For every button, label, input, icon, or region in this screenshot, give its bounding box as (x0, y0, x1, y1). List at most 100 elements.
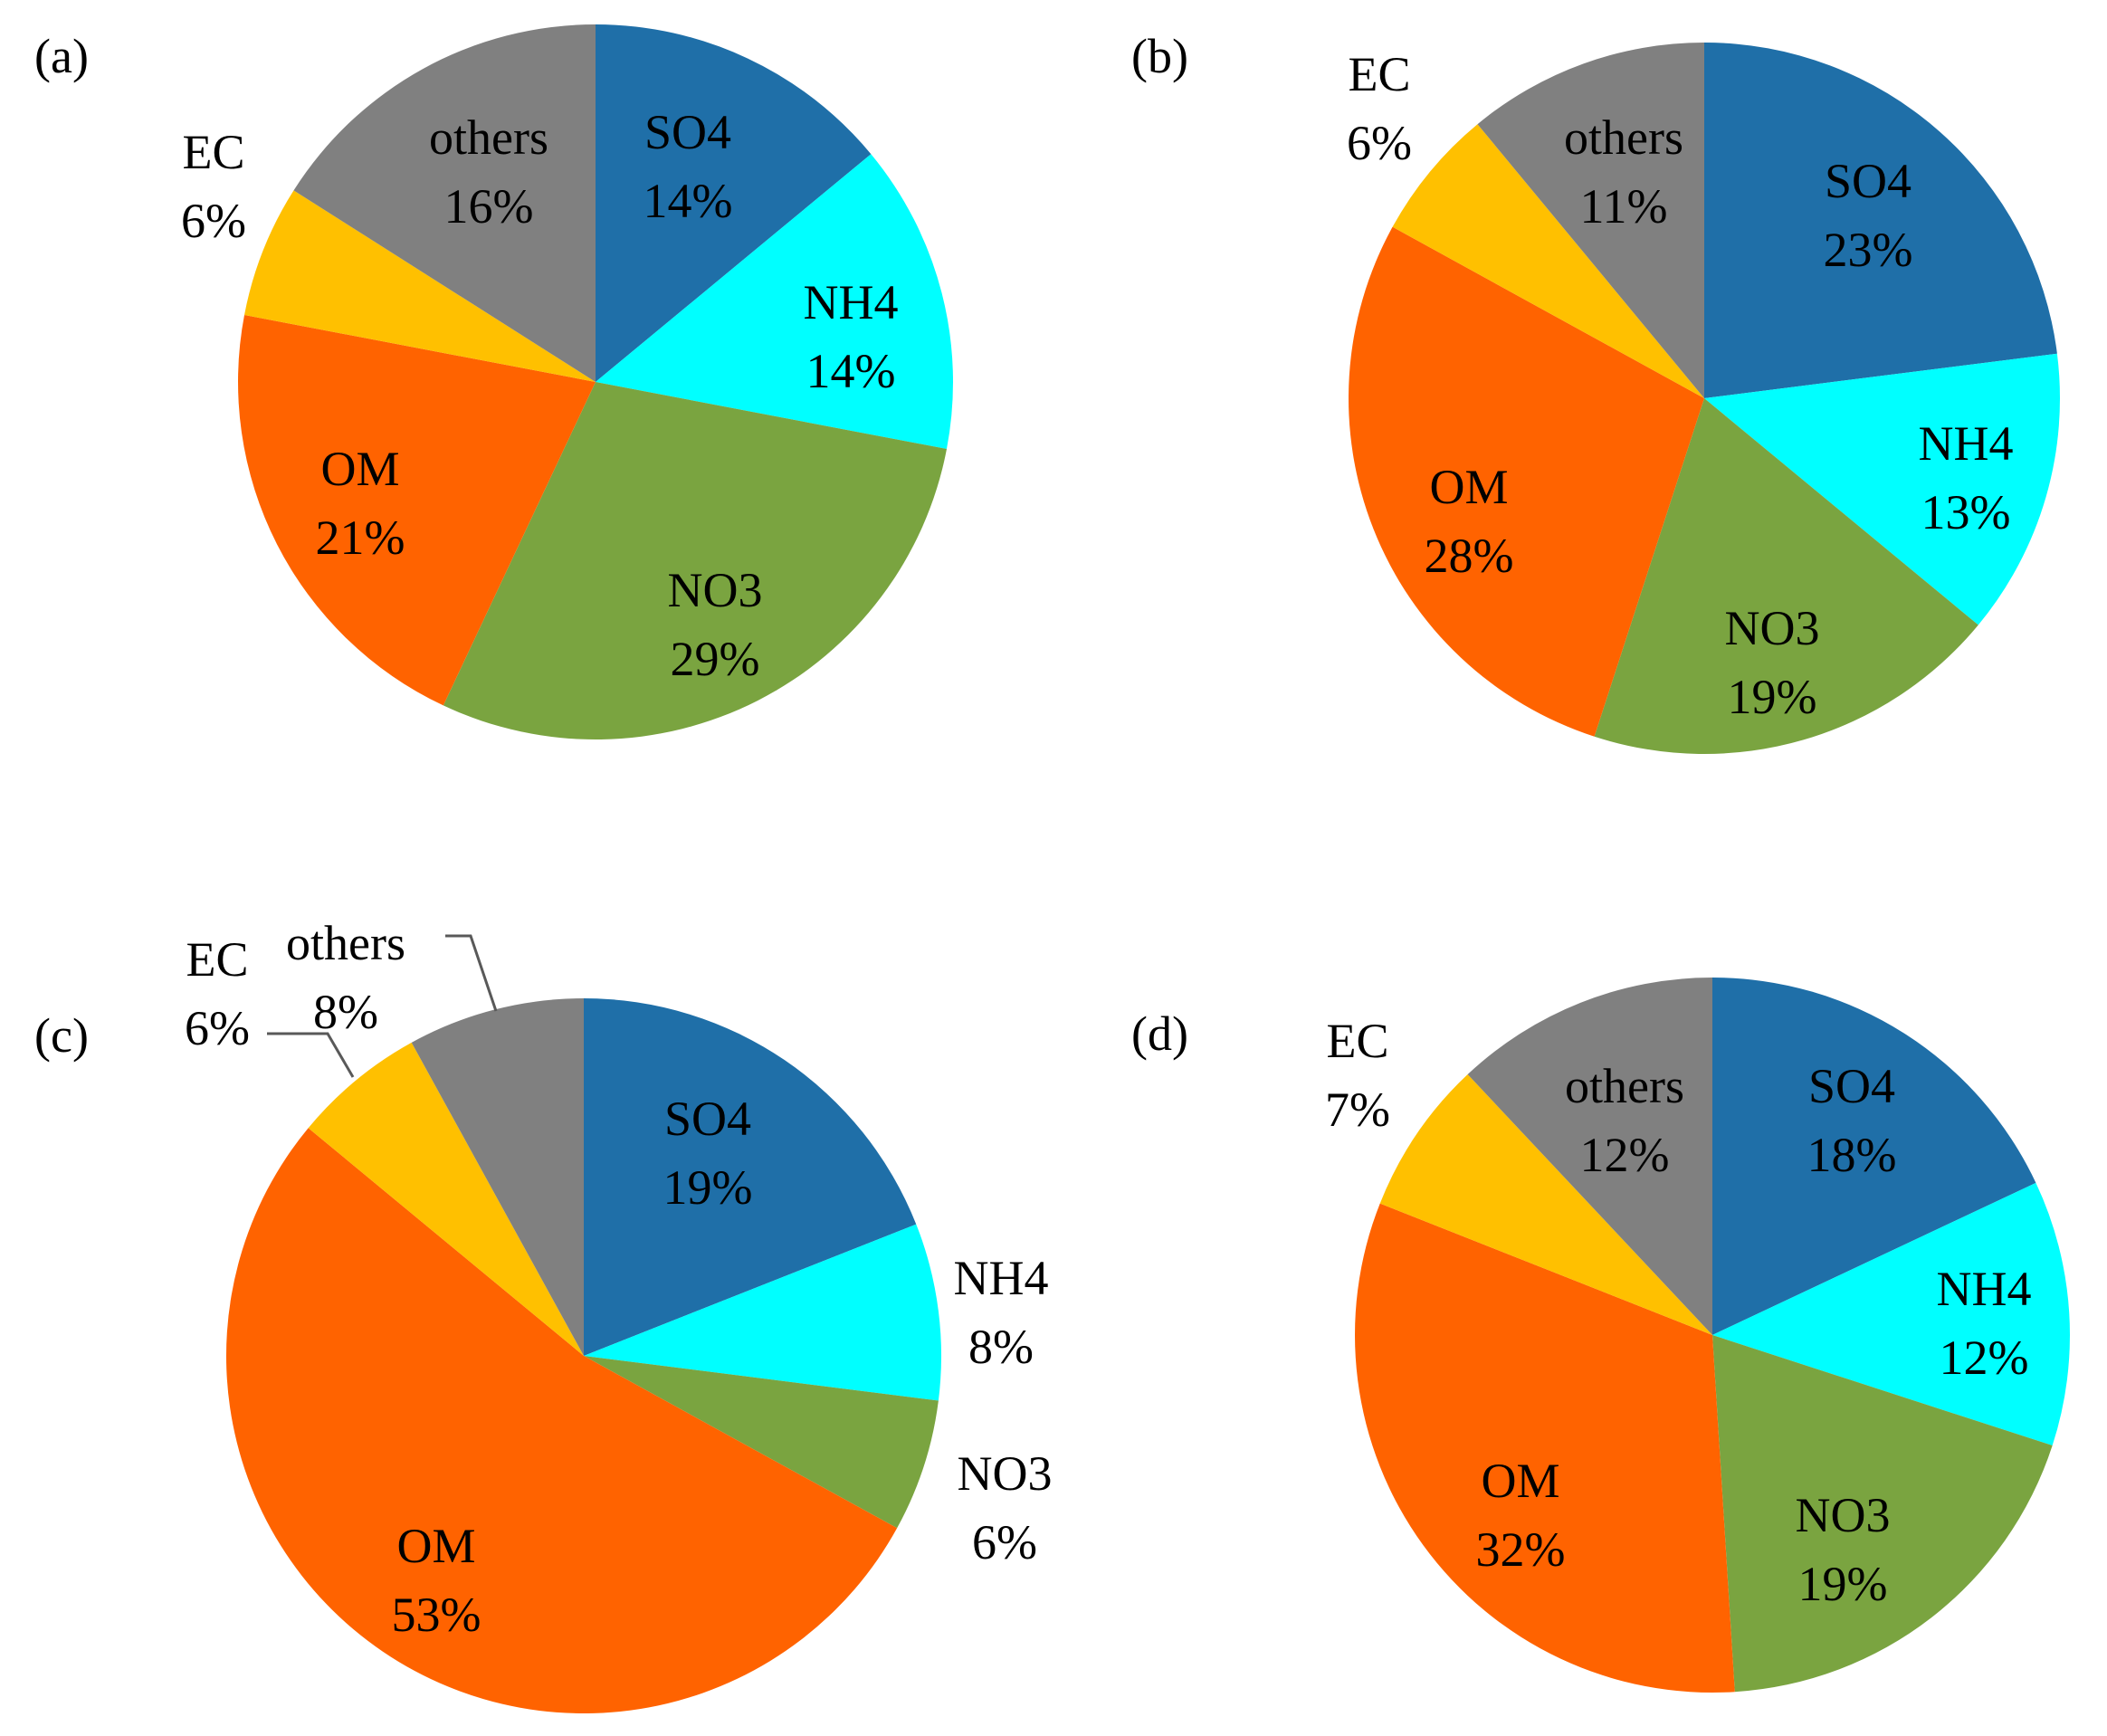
slice-label-value: 11% (1580, 179, 1668, 234)
slice-label-value: 18% (1807, 1128, 1897, 1182)
slice-om (1355, 1203, 1735, 1693)
slice-label-name: EC (1348, 47, 1410, 101)
slice-label-no3: NO3 19% (1725, 601, 1820, 724)
slice-label-name: NO3 (958, 1446, 1053, 1501)
slice-om (238, 314, 596, 706)
slice-label-name: SO4 (1808, 1059, 1895, 1113)
slice-label-so4: SO4 14% (644, 105, 733, 228)
slice-label-value: 19% (1728, 670, 1817, 724)
slice-label-ec: EC 6% (181, 125, 246, 248)
slice-label-name: NH4 (1919, 416, 2014, 471)
slice-no3 (1712, 1335, 2053, 1693)
slice-label-om: OM 32% (1476, 1454, 1566, 1577)
slice-label-name: OM (320, 442, 399, 496)
slice-label-name: SO4 (1825, 154, 1912, 208)
slice-label-so4: SO4 23% (1824, 154, 1913, 277)
pie-panel-c: (c)SO4 19%NH4 8%NO3 6%OM 53%EC 6%others 8% (34, 916, 1053, 1714)
slice-label-value: 8% (313, 985, 378, 1039)
slice-label-value: 32% (1476, 1522, 1566, 1577)
slice-label-ec: EC 7% (1325, 1014, 1390, 1137)
slice-label-name: NH4 (954, 1251, 1049, 1305)
slice-label-value: 13% (1921, 485, 2011, 539)
pie-panel-a: (a)SO4 14%NH4 14%NO3 29%OM 21%EC 6%others 16% (34, 24, 953, 740)
slice-label-value: 19% (663, 1160, 753, 1215)
slice-label-name: others (1564, 110, 1683, 165)
slice-label-name: NH4 (1937, 1262, 2032, 1316)
panel-label: (c) (34, 1008, 89, 1063)
slice-ec (1379, 1074, 1712, 1335)
slice-label-value: 12% (1940, 1331, 2029, 1385)
slice-label-name: OM (1481, 1454, 1559, 1508)
slice-label-name: SO4 (644, 105, 731, 159)
slice-others (411, 998, 584, 1356)
slice-label-so4: SO4 19% (663, 1092, 753, 1215)
slice-others (1477, 43, 1704, 398)
slice-label-value: 6% (1347, 116, 1412, 170)
slice-label-ec: EC 6% (185, 932, 250, 1055)
slice-label-name: others (1565, 1059, 1684, 1113)
slice-label-name: EC (186, 932, 248, 987)
slice-label-name: NO3 (1725, 601, 1820, 655)
slice-label-om: OM 28% (1425, 460, 1514, 583)
slice-label-name: EC (182, 125, 244, 179)
slice-label-value: 7% (1325, 1083, 1390, 1137)
slice-om (225, 1128, 898, 1714)
slice-label-value: 6% (185, 1001, 250, 1055)
slice-label-others: others 8% (286, 916, 405, 1039)
slice-label-value: 53% (392, 1588, 481, 1642)
slice-label-no3: NO3 19% (1796, 1488, 1891, 1611)
slice-label-value: 19% (1798, 1557, 1888, 1611)
slice-so4 (596, 24, 872, 382)
slice-others (293, 24, 596, 382)
slice-label-value: 29% (671, 632, 760, 686)
slice-label-value: 14% (806, 344, 896, 398)
slice-label-ec: EC 6% (1347, 47, 1412, 170)
slice-label-value: 14% (644, 174, 733, 228)
panel-label: (d) (1131, 1006, 1188, 1061)
slice-label-nh4: NH4 14% (804, 275, 899, 398)
slice-no3 (1594, 398, 1978, 755)
slice-label-others: others 11% (1564, 110, 1683, 234)
slice-label-name: NH4 (804, 275, 899, 329)
slice-no3 (443, 382, 947, 740)
pie-panel-d: (d)SO4 18%NH4 12%NO3 19%OM 32%EC 7% others 12% (1131, 978, 2071, 1693)
slice-label-om: OM 21% (316, 442, 405, 565)
slice-om (1348, 226, 1704, 737)
slice-so4 (1704, 43, 2057, 398)
slice-label-value: 16% (444, 179, 534, 234)
slice-label-nh4: NH4 8% (954, 1251, 1049, 1374)
slice-label-om: OM 53% (392, 1519, 481, 1642)
slice-ec (1392, 124, 1704, 398)
slice-label-name: OM (396, 1519, 475, 1573)
slice-label-value: 28% (1425, 529, 1514, 583)
slice-label-value: 6% (181, 194, 246, 248)
slice-nh4 (584, 1224, 942, 1401)
slice-label-others: others 16% (429, 110, 548, 234)
slice-label-others: others 12% (1565, 1059, 1684, 1182)
slice-others (1467, 978, 1712, 1335)
slice-so4 (1712, 978, 2036, 1335)
slice-label-name: EC (1326, 1014, 1388, 1068)
slice-label-so4: SO4 18% (1807, 1059, 1897, 1182)
slice-label-value: 6% (972, 1515, 1037, 1569)
slice-nh4 (1712, 1182, 2071, 1446)
slice-label-value: 8% (968, 1320, 1034, 1374)
slice-nh4 (1704, 353, 2060, 625)
slice-label-name: NO3 (1796, 1488, 1891, 1542)
panel-label: (a) (34, 29, 89, 83)
slice-label-nh4: NH4 12% (1937, 1262, 2032, 1385)
slice-ec (308, 1042, 584, 1356)
slice-label-value: 21% (316, 510, 405, 565)
slice-label-name: NO3 (668, 563, 763, 617)
slice-label-name: others (286, 916, 405, 970)
slice-label-nh4: NH4 13% (1919, 416, 2014, 539)
slice-label-name: OM (1429, 460, 1508, 514)
leader-line (267, 1032, 355, 1078)
slice-no3 (584, 1356, 939, 1529)
slice-label-name: SO4 (664, 1092, 751, 1146)
pie-panel-b: (b)SO4 23%NH4 13%NO3 19%OM 28%EC 6% others 11% (1131, 29, 2060, 755)
leader-line (445, 934, 498, 1012)
slice-label-value: 12% (1580, 1128, 1670, 1182)
